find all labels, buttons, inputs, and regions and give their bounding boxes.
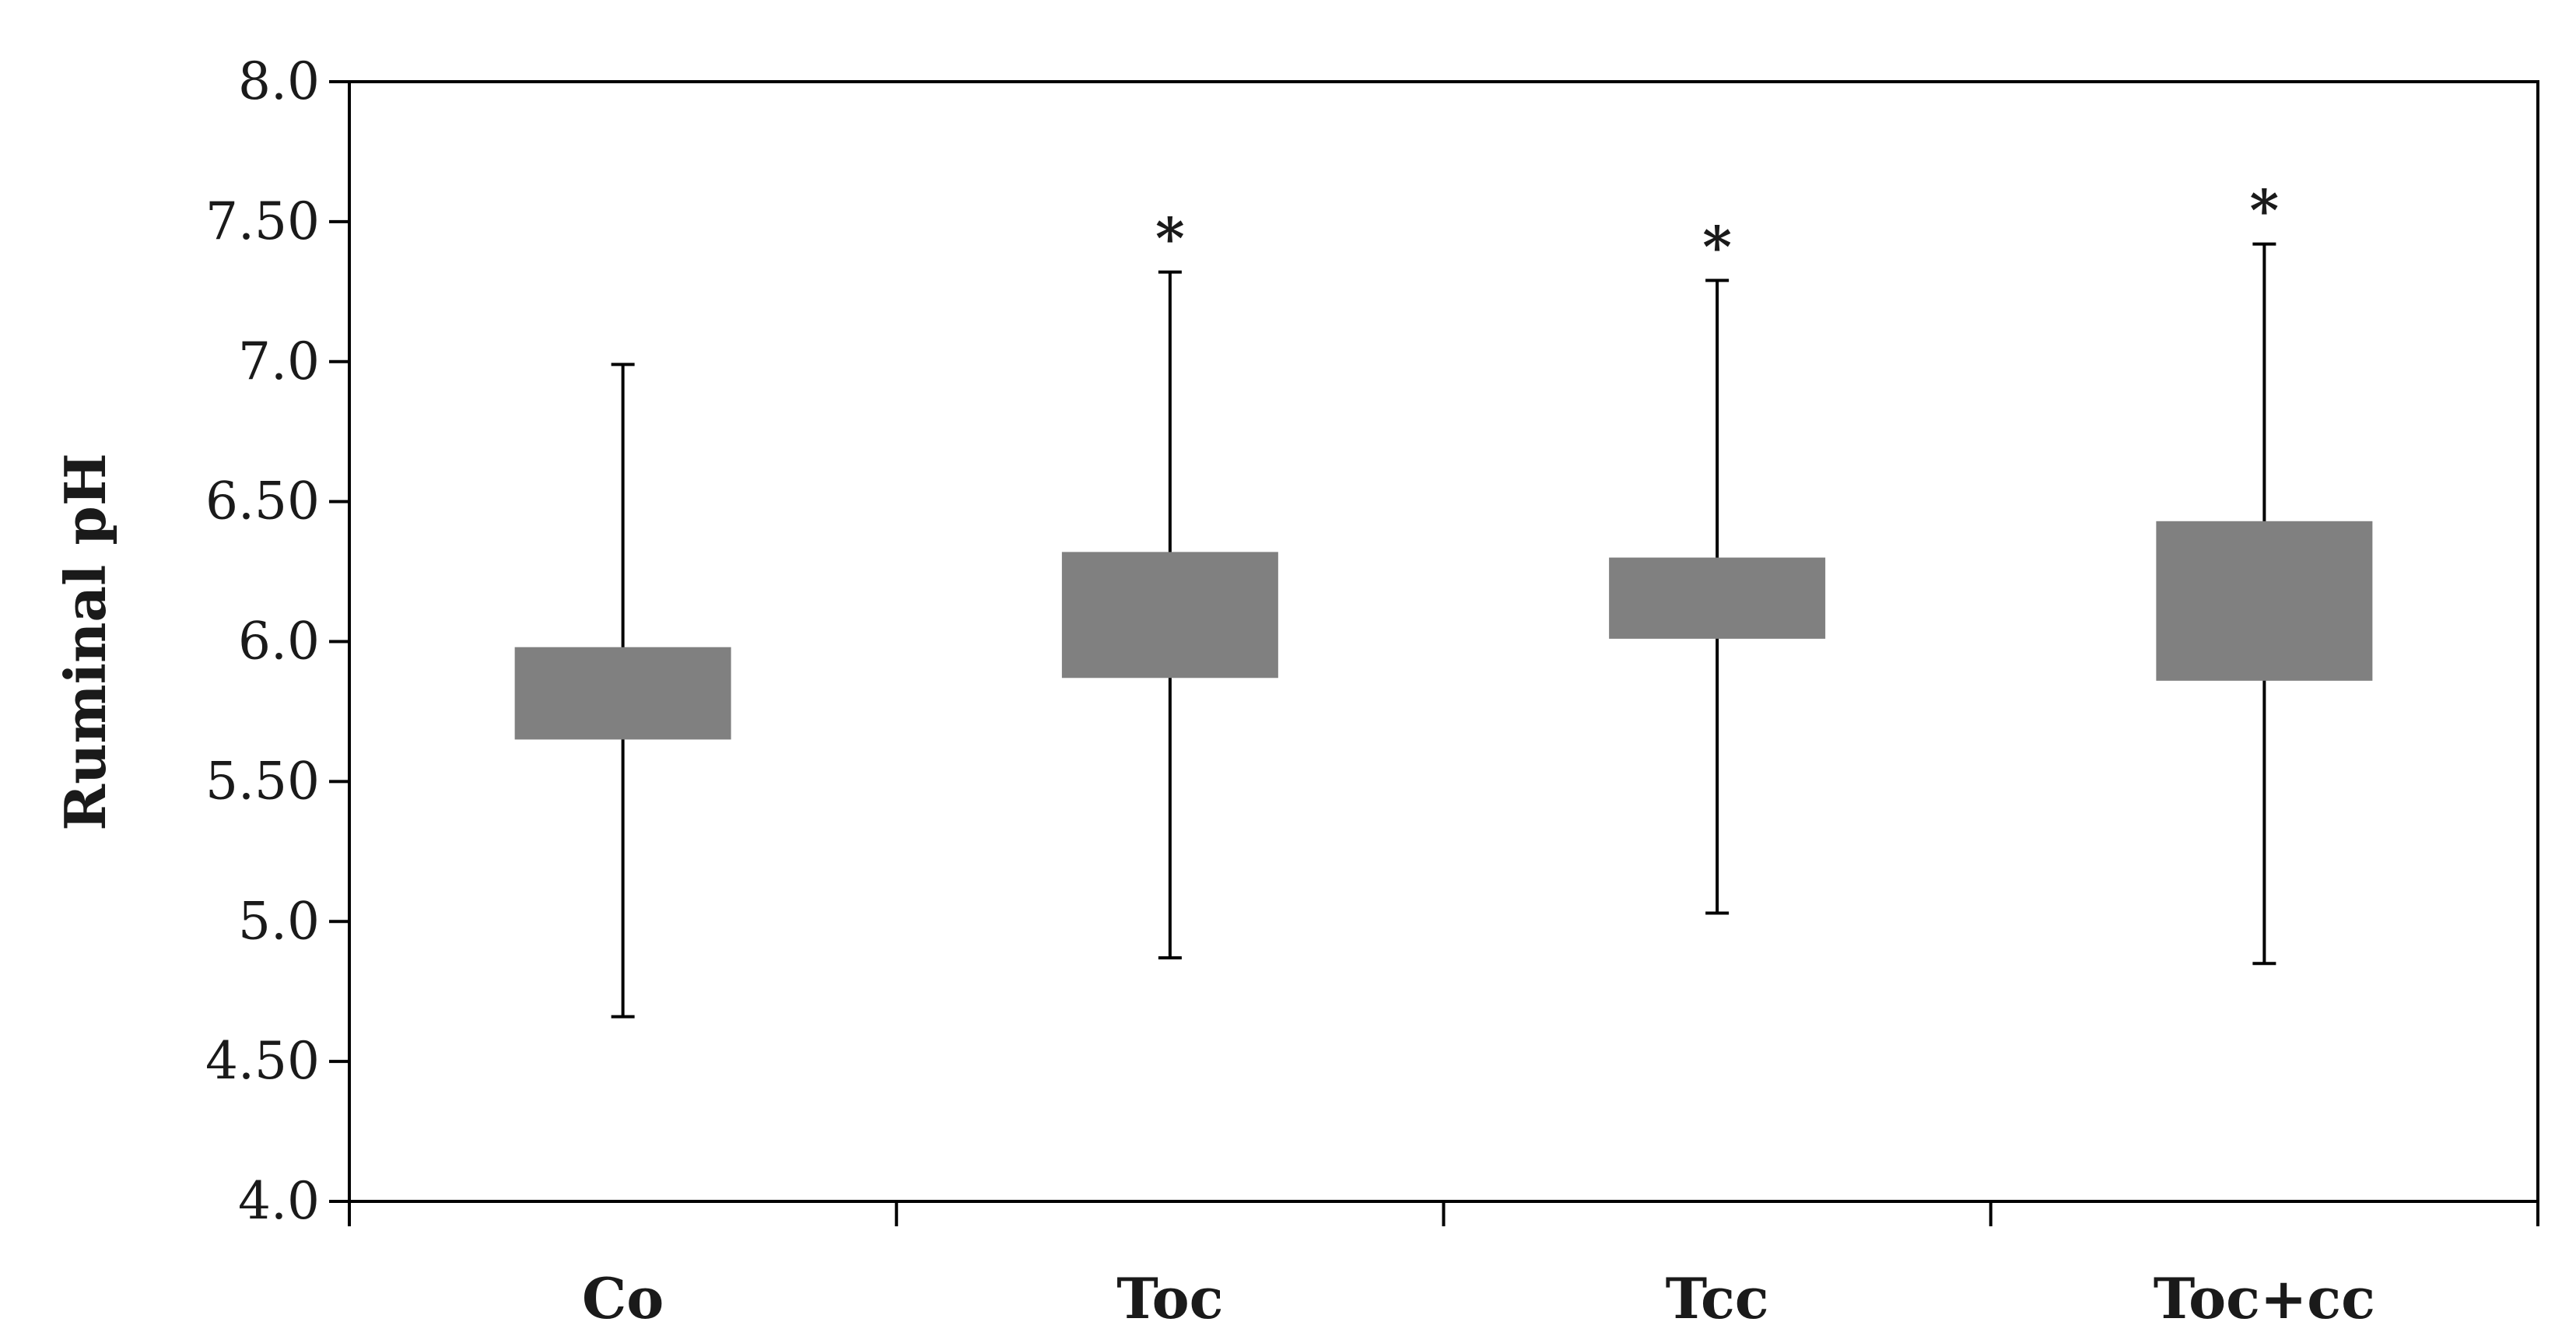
box-body [1609,557,1826,639]
x-category-label: Tcc [1666,1265,1769,1331]
x-axis: Co Toc Tcc Toc+cc [348,1201,2539,1331]
box-body [1061,552,1278,679]
y-tick-label: 4.0 [238,1171,320,1231]
x-category-label: Co [582,1265,664,1331]
box-series: * * * [514,177,2373,1019]
box-tcc: * [1609,213,1826,915]
y-tick-label: 7.0 [238,331,320,391]
box-toc-cc: * [2156,177,2373,966]
box-toc: * [1061,205,1278,960]
y-tick-label: 4.50 [205,1031,320,1091]
y-axis: 4.0 4.50 5.0 5.50 6.0 6.50 7.0 7.50 8.0 [205,51,349,1231]
box-body [2156,521,2373,681]
y-tick-label: 8.0 [238,51,320,111]
y-tick-label: 6.50 [205,472,320,531]
significance-marker: * [2250,177,2280,244]
significance-marker: * [1702,213,1732,279]
y-tick-label: 5.0 [238,891,320,951]
significance-marker: * [1155,205,1185,272]
box-co [514,363,731,1019]
y-tick-label: 7.50 [205,191,320,251]
y-tick-label: 6.0 [238,612,320,672]
x-category-label: Toc [1116,1265,1223,1331]
y-axis-title: Ruminal pH [52,453,118,831]
x-category-label: Toc+cc [2154,1265,2375,1331]
box-body [514,647,731,740]
y-tick-label: 5.50 [205,751,320,811]
